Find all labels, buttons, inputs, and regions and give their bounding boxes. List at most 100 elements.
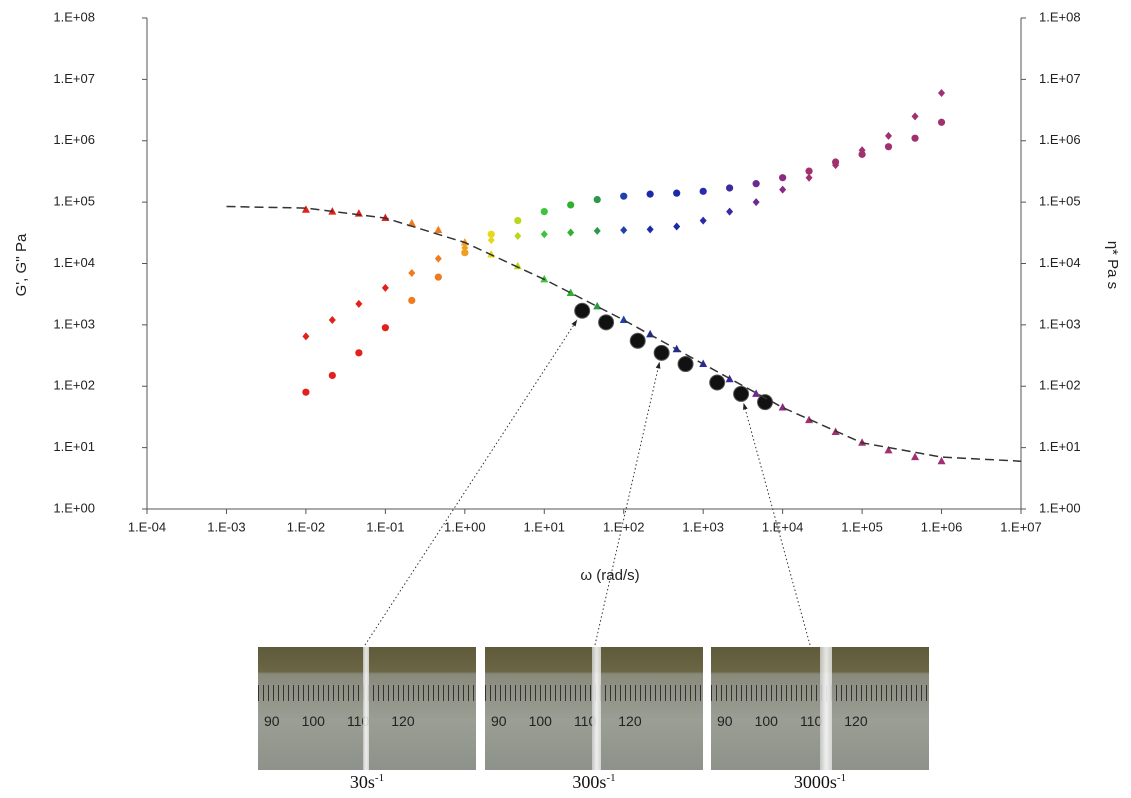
g-prime-point [937,118,946,126]
eta-point [434,225,443,234]
g-double-prime-point [328,316,336,325]
g-prime-point [593,195,601,204]
ruler-number: 90 [491,713,507,729]
eta-point [301,205,310,213]
x-tick-label: 1.E-03 [207,519,245,534]
y-tick-label: 1.E+06 [53,132,95,147]
g-prime-point [434,273,442,281]
y2-tick-label: 1.E+08 [1039,9,1081,24]
g-double-prime-point [461,243,469,252]
y-axis-label: G', G'' Pa [13,233,30,296]
caption-text: 30s [349,772,375,792]
x-tick-label: 1.E+00 [444,519,486,534]
y2-axis-label: η* Pa s [1104,241,1121,289]
eta-point [752,389,761,397]
eta-point [407,218,416,227]
g-prime-point [725,184,734,192]
g-double-prime-point [938,88,946,97]
ruler-number: 90 [264,713,280,729]
fit-line [226,205,1022,462]
g-double-prime-point [779,185,787,194]
x-tick-label: 1.E-02 [287,519,325,534]
g-double-prime-point [885,131,893,140]
g-double-prime-point [832,161,840,170]
x-tick-label: 1.E+01 [523,519,565,534]
g-prime-point [805,167,813,175]
steady-shear-point [574,302,591,319]
g-double-prime-point [408,269,416,278]
liquid [820,647,832,770]
caption-sup: -1 [836,772,847,784]
g-double-prime-point [593,226,601,235]
x-tick-label: 1.E+05 [841,519,883,534]
y-tick-label: 1.E+01 [53,439,95,454]
y-tick-label: 1.E+02 [53,378,95,393]
eta-point [566,288,575,297]
g-prime-point [514,217,522,225]
photo: 90 100 110 120 [711,647,929,770]
y2-tick-label: 1.E+06 [1039,132,1081,147]
eta-point [911,452,920,461]
g-double-prime-point [514,232,522,241]
y-tick-label: 1.E+03 [53,316,95,331]
y2-tick-label: 1.E+03 [1039,316,1081,331]
steady-shear-point [677,356,694,373]
eta-point [805,415,814,424]
ruler-number: 100 [528,713,552,729]
g-prime-point [487,230,495,238]
g-prime-point [381,324,389,332]
photo-caption: 300s-1 [485,772,703,793]
arrow-head [743,402,748,410]
g-prime-point [779,174,787,182]
steady-shear-point [629,332,646,349]
x-tick-label: 1.E+07 [1000,519,1042,534]
steady-shear-point [709,374,726,391]
ruler-number: 120 [618,713,642,729]
y2-tick-label: 1.E+05 [1039,194,1081,209]
y2-tick-label: 1.E+01 [1039,439,1081,454]
g-double-prime-point [726,207,734,216]
y-tick-label: 1.E+04 [53,255,95,270]
eta-point [593,301,602,310]
arrow-head [655,361,661,369]
y-tick-label: 1.E+00 [53,500,95,515]
g-double-prime-point [752,198,760,207]
photo-caption: 30s-1 [258,772,476,793]
g-prime-point [302,388,310,396]
g-double-prime-point [355,299,363,308]
x-tick-label: 1.E+03 [682,519,724,534]
g-double-prime-point [487,236,495,245]
g-prime-point [752,180,760,188]
photo: 90 100 110 120 [258,647,476,770]
steady-shear-point [757,394,774,411]
g-prime-point [911,134,919,142]
steady-shear-point [733,385,750,402]
x-tick-label: 1.E+02 [603,519,645,534]
g-prime-point [673,189,681,197]
y2-tick-label: 1.E+00 [1039,500,1081,515]
ruler-number: 100 [301,713,325,729]
arrow-line [364,319,578,646]
caption-sup: -1 [606,772,616,784]
ruler-numbers: 90 100 110 120 [717,713,929,729]
ruler-number: 110 [799,713,823,729]
g-double-prime-point [858,146,866,155]
x-tick-label: 1.E+04 [762,519,804,534]
g-prime-point [567,201,575,209]
g-prime-point [620,192,628,200]
g-prime-point [408,296,416,305]
g-prime-point [540,208,548,216]
liquid [592,647,601,770]
y2-tick-label: 1.E+07 [1039,71,1081,86]
g-double-prime-point [805,173,813,182]
y2-tick-label: 1.E+04 [1039,255,1081,270]
g-prime-point [328,371,336,380]
ruler-number: 100 [754,713,778,729]
y-tick-label: 1.E+08 [53,9,95,24]
steady-shear-point [598,314,615,331]
liquid [363,647,369,770]
y-tick-label: 1.E+05 [53,194,95,209]
g-double-prime-point [302,332,310,341]
x-tick-label: 1.E-04 [128,519,166,534]
